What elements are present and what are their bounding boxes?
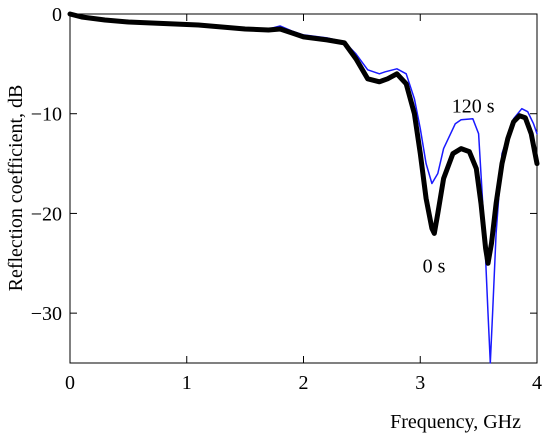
x-tick-label: 2 — [299, 372, 309, 394]
annotation-label: 120 s — [452, 96, 495, 118]
x-tick-label: 0 — [65, 372, 75, 394]
y-axis-label: Reflection coefficient, dB — [5, 85, 27, 292]
series-group — [67, 11, 540, 364]
annotations: 120 s 0 s — [423, 96, 495, 278]
plot-frame — [69, 13, 538, 364]
x-tick-label: 3 — [415, 372, 425, 394]
y-tick-label: 0 — [52, 4, 62, 26]
series-line-0s — [67, 11, 540, 266]
ticks — [69, 13, 538, 363]
y-tick-label: −30 — [31, 303, 62, 325]
series-line-120s — [69, 13, 538, 364]
y-tick-label: −20 — [31, 203, 62, 225]
x-tick-label: 4 — [532, 372, 542, 394]
x-tick-label: 1 — [182, 372, 192, 394]
annotation-label: 0 s — [423, 255, 446, 277]
y-tick-label: −10 — [31, 104, 62, 126]
x-axis-label: Frequency, GHz — [390, 411, 521, 433]
tick-labels: 0 1 2 3 4 0 −10 −20 −30 — [31, 4, 542, 394]
